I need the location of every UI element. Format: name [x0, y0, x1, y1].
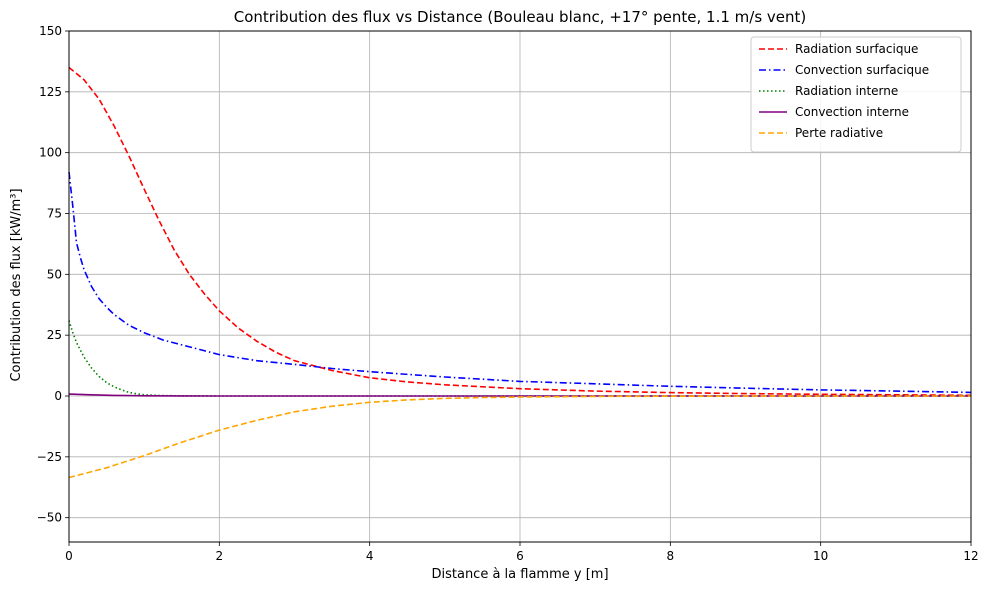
chart-title: Contribution des flux vs Distance (Boule…: [234, 8, 807, 26]
y-tick-label: 25: [47, 328, 62, 342]
x-tick-label: 8: [667, 549, 675, 563]
series-line-1: [68, 66, 972, 397]
y-tick-label: 75: [47, 207, 62, 221]
legend-label: Perte radiative: [795, 126, 883, 140]
x-tick-label: 4: [366, 549, 374, 563]
x-tick-label: 0: [65, 549, 73, 563]
y-tick-label: 100: [39, 146, 62, 160]
x-tick-label: 10: [813, 549, 828, 563]
legend-label: Convection surfacique: [795, 63, 929, 77]
series-line-5: [68, 395, 971, 479]
y-tick-label: 50: [47, 267, 62, 281]
x-tick-label: 2: [216, 549, 224, 563]
x-tick-label: 6: [516, 549, 524, 563]
legend-label: Radiation surfacique: [795, 42, 918, 56]
y-tick-label: 125: [39, 85, 62, 99]
x-axis-label: Distance à la flamme y [m]: [431, 567, 608, 582]
y-tick-label: 0: [54, 389, 62, 403]
y-tick-label: −25: [37, 450, 62, 464]
legend-label: Radiation interne: [795, 84, 898, 98]
series-line-2: [68, 172, 972, 394]
y-axis-label: Contribution des flux [kW/m³]: [9, 188, 24, 381]
x-tick-label: 12: [963, 549, 978, 563]
axis-ticks: 0 2 4 6 8 10 12 −50 −25 0 25 50 75 100 125 150: [37, 24, 979, 563]
legend-label: Convection interne: [795, 105, 909, 119]
series-group: [68, 66, 972, 479]
legend: Radiation surfacique Convection surfaciqu…: [750, 36, 962, 153]
y-tick-label: −50: [37, 511, 62, 525]
legend-box: [750, 36, 962, 153]
y-tick-label: 150: [39, 24, 62, 38]
